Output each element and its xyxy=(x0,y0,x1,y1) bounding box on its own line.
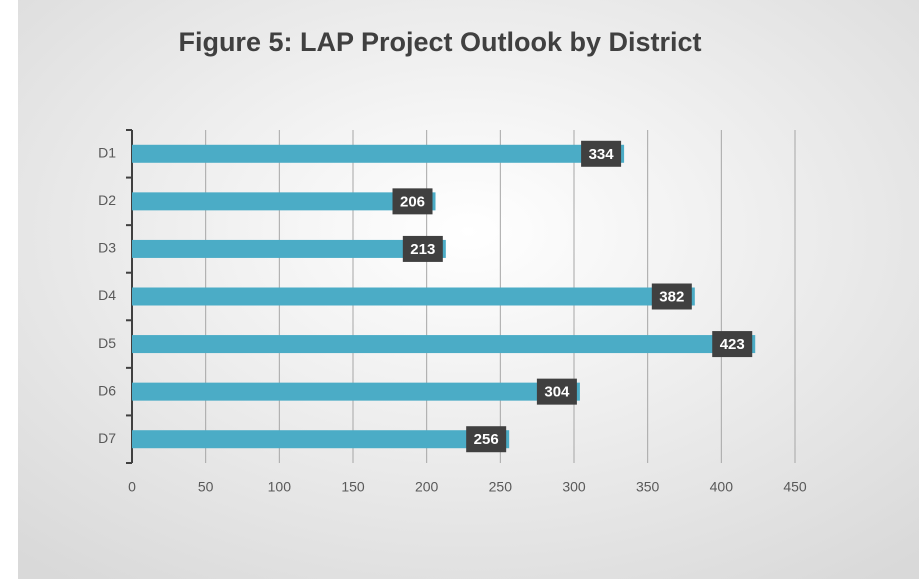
y-tick-label: D7 xyxy=(98,430,116,446)
data-label-box xyxy=(651,283,692,310)
data-label: 382 xyxy=(659,288,684,305)
x-tick-label: 450 xyxy=(783,479,807,495)
data-label-box xyxy=(392,188,433,215)
x-tick-label: 150 xyxy=(341,479,365,495)
y-tick-label: D2 xyxy=(98,192,116,208)
y-tick-label: D5 xyxy=(98,335,116,351)
x-tick-label: 0 xyxy=(128,479,136,495)
x-tick-label: 350 xyxy=(636,479,660,495)
bar xyxy=(132,287,695,306)
data-label: 213 xyxy=(410,241,435,258)
x-tick-label: 400 xyxy=(710,479,734,495)
data-label-box xyxy=(466,426,507,453)
data-label: 256 xyxy=(474,431,499,448)
data-label: 334 xyxy=(589,146,615,163)
data-label: 304 xyxy=(544,384,570,401)
x-tick-label: 200 xyxy=(415,479,439,495)
bar xyxy=(132,239,446,258)
data-label-box xyxy=(712,331,753,358)
data-label-box xyxy=(536,378,577,405)
data-label: 423 xyxy=(720,336,745,353)
y-tick-label: D6 xyxy=(98,382,116,398)
bar xyxy=(132,430,510,449)
x-tick-label: 50 xyxy=(198,479,214,495)
y-tick-label: D3 xyxy=(98,240,116,256)
data-label-box xyxy=(581,140,622,167)
x-tick-label: 300 xyxy=(562,479,586,495)
x-tick-label: 250 xyxy=(489,479,513,495)
bar xyxy=(132,192,436,211)
chart-title: Figure 5: LAP Project Outlook by Distric… xyxy=(178,27,701,57)
y-tick-label: D1 xyxy=(98,144,116,160)
data-label-box xyxy=(402,235,443,262)
bar xyxy=(132,144,625,163)
x-tick-label: 100 xyxy=(268,479,292,495)
bar xyxy=(132,335,756,354)
data-label: 206 xyxy=(400,193,425,210)
y-tick-label: D4 xyxy=(98,287,116,303)
bar xyxy=(132,382,580,401)
